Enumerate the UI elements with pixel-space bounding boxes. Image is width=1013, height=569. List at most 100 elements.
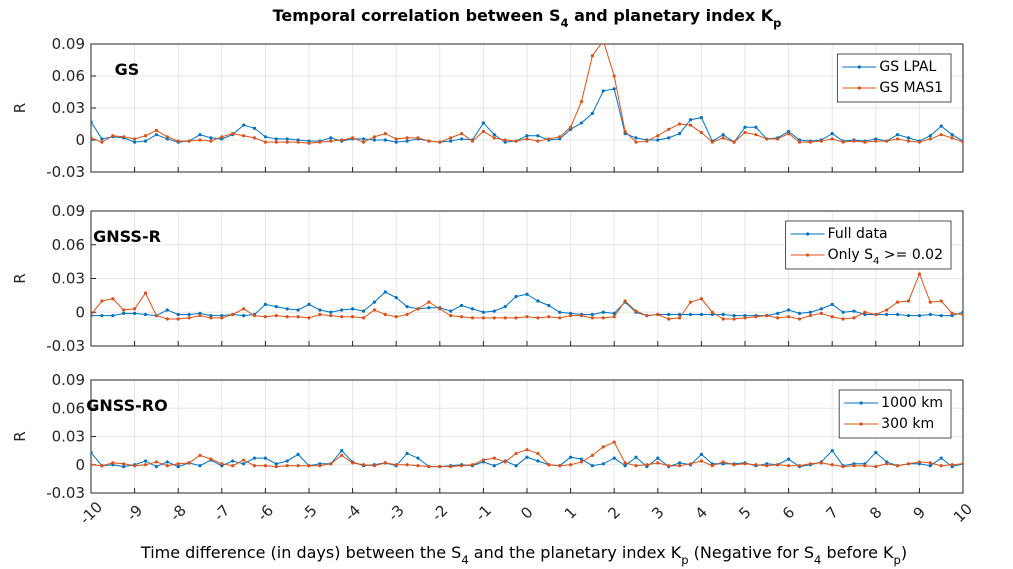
x-axis-label: Time difference (in days) between the S4… [140, 543, 907, 567]
data-point [645, 463, 649, 467]
data-point [394, 140, 398, 144]
data-point [242, 458, 246, 462]
data-point [274, 465, 278, 469]
axes-frame [90, 379, 964, 494]
legend-marker [859, 401, 863, 405]
legend-box [838, 389, 952, 439]
data-point [536, 316, 540, 320]
data-point [776, 311, 780, 315]
data-point [906, 299, 911, 303]
data-point [91, 136, 93, 140]
legend-label: Full data [828, 226, 888, 242]
data-point [438, 140, 442, 144]
data-point [460, 137, 464, 141]
data-point [133, 137, 137, 141]
data-point [710, 140, 714, 144]
data-point [950, 463, 954, 467]
legend: Full data Only S4 >= 0.02 [785, 220, 952, 270]
data-point [667, 317, 671, 321]
data-point [765, 137, 769, 141]
data-point [906, 462, 911, 466]
data-point [285, 140, 289, 144]
data-point [481, 129, 485, 134]
data-point [579, 460, 584, 464]
data-point [874, 450, 878, 455]
data-point [754, 463, 758, 467]
data-point [906, 314, 911, 318]
data-point [329, 136, 333, 140]
data-point [394, 463, 398, 467]
data-point [558, 135, 562, 139]
data-point [470, 463, 475, 467]
legend-label: 300 km [881, 416, 934, 432]
data-point [896, 312, 900, 317]
data-point [634, 455, 638, 459]
data-point [939, 464, 943, 468]
data-point [231, 312, 235, 317]
data-point [427, 306, 431, 310]
data-point [808, 310, 813, 314]
data-point [579, 100, 584, 104]
data-point [688, 312, 693, 317]
data-point [928, 461, 932, 465]
data-point [111, 314, 115, 318]
legend-label: Only S4 >= 0.02 [828, 247, 943, 267]
data-point [699, 130, 704, 135]
data-point [928, 134, 932, 138]
data-point [122, 135, 126, 139]
data-point [634, 140, 638, 144]
data-point [383, 132, 387, 136]
data-point [667, 136, 671, 140]
data-point [220, 462, 224, 466]
data-point [950, 314, 954, 318]
data-point [590, 316, 595, 320]
data-point [787, 457, 791, 461]
data-point [242, 462, 246, 466]
data-point [732, 314, 736, 318]
y-tick-label: -0.03 [46, 337, 85, 355]
data-point [525, 137, 529, 141]
data-point [133, 464, 137, 468]
data-point [231, 459, 235, 463]
data-point [787, 308, 791, 312]
data-point [198, 311, 202, 315]
y-tick-label: 0.03 [52, 269, 85, 287]
data-point [252, 126, 257, 130]
data-point [732, 140, 736, 144]
data-point [318, 140, 322, 144]
y-tick-label: 0.03 [52, 427, 85, 445]
data-point [579, 457, 584, 461]
data-point [743, 462, 747, 466]
data-point [830, 132, 834, 136]
data-point [678, 461, 682, 465]
x-tick-label: 6 [779, 503, 798, 522]
data-point [427, 465, 431, 469]
data-point [797, 317, 802, 321]
data-point [372, 300, 376, 304]
data-point [547, 315, 551, 319]
y-tick-label: -0.03 [46, 163, 85, 181]
data-point [481, 458, 485, 462]
data-point [165, 317, 169, 321]
data-point [100, 314, 104, 318]
data-point [296, 315, 300, 319]
data-point [209, 139, 213, 143]
data-point [819, 139, 823, 143]
data-point [296, 140, 300, 144]
panel-label: GNSS-RO [86, 396, 167, 415]
data-point [340, 308, 344, 312]
data-point [558, 310, 562, 314]
data-point [416, 456, 420, 460]
data-point [361, 140, 366, 144]
data-point [667, 312, 671, 317]
data-point [394, 315, 398, 319]
data-point [154, 460, 158, 464]
data-point [645, 314, 649, 318]
data-point [100, 140, 104, 144]
data-point [710, 464, 714, 468]
data-point [830, 137, 834, 141]
data-point [220, 316, 224, 320]
data-point [351, 461, 355, 465]
data-point [579, 121, 584, 125]
data-point [143, 134, 148, 138]
